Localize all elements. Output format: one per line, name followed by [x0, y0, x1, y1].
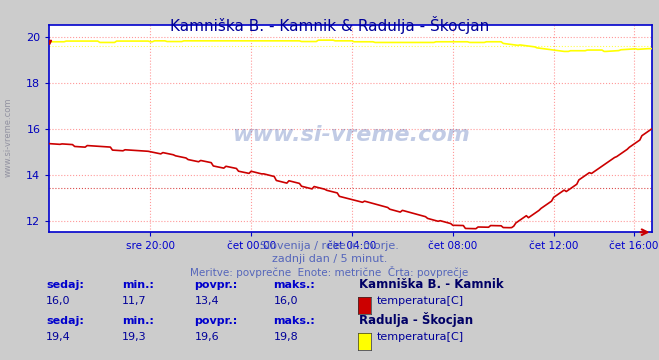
Text: 19,3: 19,3	[122, 332, 146, 342]
Text: 13,4: 13,4	[194, 296, 219, 306]
Text: 11,7: 11,7	[122, 296, 146, 306]
Text: Meritve: povprečne  Enote: metrične  Črta: povprečje: Meritve: povprečne Enote: metrične Črta:…	[190, 266, 469, 278]
Text: maks.:: maks.:	[273, 316, 315, 326]
Text: temperatura[C]: temperatura[C]	[377, 296, 464, 306]
Text: 19,4: 19,4	[46, 332, 71, 342]
Text: Radulja - Škocjan: Radulja - Škocjan	[359, 312, 473, 327]
Text: maks.:: maks.:	[273, 280, 315, 290]
Text: min.:: min.:	[122, 316, 154, 326]
Text: www.si-vreme.com: www.si-vreme.com	[3, 97, 13, 176]
Text: 19,6: 19,6	[194, 332, 219, 342]
Text: Slovenija / reke in morje.: Slovenija / reke in morje.	[260, 241, 399, 251]
Text: 16,0: 16,0	[273, 296, 298, 306]
Text: povpr.:: povpr.:	[194, 280, 238, 290]
Text: min.:: min.:	[122, 280, 154, 290]
Text: povpr.:: povpr.:	[194, 316, 238, 326]
Text: zadnji dan / 5 minut.: zadnji dan / 5 minut.	[272, 254, 387, 264]
Text: 19,8: 19,8	[273, 332, 299, 342]
Text: sedaj:: sedaj:	[46, 280, 84, 290]
Text: Kamniška B. - Kamnik: Kamniška B. - Kamnik	[359, 278, 503, 291]
Text: Kamniška B. - Kamnik & Radulja - Škocjan: Kamniška B. - Kamnik & Radulja - Škocjan	[170, 16, 489, 34]
Text: 16,0: 16,0	[46, 296, 71, 306]
Text: sedaj:: sedaj:	[46, 316, 84, 326]
Text: www.si-vreme.com: www.si-vreme.com	[232, 125, 470, 145]
Text: temperatura[C]: temperatura[C]	[377, 332, 464, 342]
